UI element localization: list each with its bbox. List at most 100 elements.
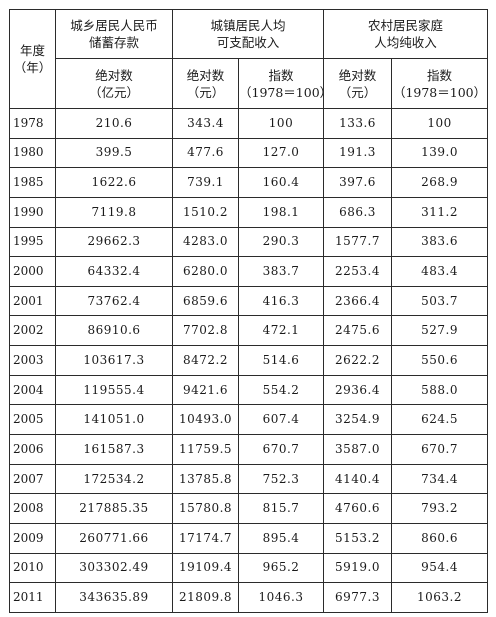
- rural-index-cell: 734.4: [391, 463, 489, 495]
- subheader-line: 指数: [427, 67, 453, 83]
- rural-absolute-cell: 2475.6: [323, 315, 393, 347]
- urban-absolute-cell: 739.1: [172, 167, 239, 198]
- header-urban-income: 城镇居民人均 可支配收入: [171, 9, 325, 59]
- table-row: 2008 217885.35 15780.8 815.7 4760.6 793.2: [9, 493, 489, 524]
- rural-index-cell: 1063.2: [391, 582, 489, 613]
- urban-index-cell: 472.1: [237, 315, 325, 347]
- rural-absolute-cell: 6977.3: [323, 582, 393, 613]
- savings-absolute-cell: 217885.35: [55, 493, 173, 524]
- year-cell: 1978: [9, 108, 56, 139]
- subheader-rural-absolute: 绝对数 （元）: [323, 58, 393, 109]
- subheader-line: 绝对数: [338, 67, 377, 83]
- savings-absolute-cell: 303302.49: [55, 552, 173, 584]
- urban-index-cell: 965.2: [237, 552, 325, 584]
- savings-absolute-cell: 260771.66: [55, 522, 173, 554]
- urban-absolute-cell: 4283.0: [172, 226, 239, 258]
- table-row: 2009 260771.66 17174.7 895.4 5153.2 860.6: [9, 522, 489, 554]
- savings-absolute-cell: 343635.89: [55, 582, 173, 613]
- year-cell: 2003: [9, 345, 56, 376]
- urban-index-cell: 383.7: [237, 256, 325, 287]
- table-row: 1995 29662.3 4283.0 290.3 1577.7 383.6: [9, 226, 489, 258]
- subheader-line: 指数: [268, 67, 294, 83]
- year-cell: 2011: [9, 582, 56, 613]
- subheader-line: （1978＝100）: [392, 84, 487, 100]
- rural-absolute-cell: 1577.7: [323, 226, 393, 258]
- savings-absolute-cell: 86910.6: [55, 315, 173, 347]
- urban-absolute-cell: 11759.5: [172, 434, 239, 465]
- rural-absolute-cell: 133.6: [323, 108, 393, 139]
- subheader-line: （亿元）: [88, 84, 139, 100]
- statistics-table: 年度 （年） 城乡居民人民币 储蓄存款 城镇居民人均 可支配收入 农村居民家庭 …: [9, 9, 489, 613]
- rural-absolute-cell: 2936.4: [323, 374, 393, 406]
- year-cell: 2000: [9, 256, 56, 287]
- savings-absolute-cell: 119555.4: [55, 374, 173, 406]
- urban-index-cell: 514.6: [237, 345, 325, 376]
- savings-absolute-cell: 1622.6: [55, 167, 173, 198]
- urban-absolute-cell: 6280.0: [172, 256, 239, 287]
- header-group-line: 农村居民家庭: [368, 18, 444, 33]
- rural-index-cell: 483.4: [391, 256, 489, 287]
- rural-absolute-cell: 2622.2: [323, 345, 393, 376]
- savings-absolute-cell: 172534.2: [55, 463, 173, 495]
- header-rural-income: 农村居民家庭 人均纯收入: [323, 9, 489, 59]
- table-row: 2003 103617.3 8472.2 514.6 2622.2 550.6: [9, 345, 489, 376]
- rural-index-cell: 383.6: [391, 226, 489, 258]
- year-cell: 2002: [9, 315, 56, 347]
- table-row: 2010 303302.49 19109.4 965.2 5919.0 954.4: [9, 552, 489, 584]
- rural-absolute-cell: 397.6: [323, 167, 393, 198]
- header-year-line: 年度: [19, 43, 45, 58]
- urban-index-cell: 554.2: [237, 374, 325, 406]
- table-body: 1978 210.6 343.4 100 133.6 100 1980 399.5 477.6 1…: [9, 108, 489, 613]
- urban-index-cell: 100: [237, 108, 325, 139]
- rural-absolute-cell: 5919.0: [323, 552, 393, 584]
- rural-index-cell: 860.6: [391, 522, 489, 554]
- urban-index-cell: 815.7: [237, 493, 325, 524]
- year-cell: 2004: [9, 374, 56, 406]
- subheader-rural-index: 指数 （1978＝100）: [391, 58, 489, 109]
- header-savings-deposits: 城乡居民人民币 储蓄存款: [55, 9, 173, 59]
- savings-absolute-cell: 73762.4: [55, 285, 173, 317]
- table-row: 1978 210.6 343.4 100 133.6 100: [9, 108, 489, 139]
- rural-index-cell: 139.0: [391, 137, 489, 169]
- year-cell: 2009: [9, 522, 56, 554]
- table-row: 2006 161587.3 11759.5 670.7 3587.0 670.7: [9, 434, 489, 465]
- savings-absolute-cell: 103617.3: [55, 345, 173, 376]
- urban-absolute-cell: 19109.4: [172, 552, 239, 584]
- header-group-line: 储蓄存款: [88, 35, 139, 50]
- header-group-line: 城镇居民人均: [210, 18, 286, 33]
- rural-index-cell: 100: [391, 108, 489, 139]
- urban-absolute-cell: 9421.6: [172, 374, 239, 406]
- rural-absolute-cell: 2253.4: [323, 256, 393, 287]
- rural-index-cell: 588.0: [391, 374, 489, 406]
- rural-absolute-cell: 4760.6: [323, 493, 393, 524]
- header-group-line: 可支配收入: [216, 35, 280, 50]
- rural-absolute-cell: 4140.4: [323, 463, 393, 495]
- urban-absolute-cell: 17174.7: [172, 522, 239, 554]
- header-year-line: （年）: [13, 60, 52, 75]
- year-cell: 2006: [9, 434, 56, 465]
- subheader-line: 绝对数: [95, 67, 133, 83]
- savings-absolute-cell: 161587.3: [55, 434, 173, 465]
- urban-absolute-cell: 13785.8: [172, 463, 239, 495]
- subheader-line: （元）: [338, 84, 377, 100]
- rural-absolute-cell: 5153.2: [323, 522, 393, 554]
- urban-absolute-cell: 21809.8: [172, 582, 239, 613]
- subheader-urban-absolute: 绝对数 （元）: [172, 58, 239, 109]
- rural-index-cell: 503.7: [391, 285, 489, 317]
- urban-absolute-cell: 1510.2: [172, 196, 239, 228]
- year-cell: 2005: [9, 404, 56, 436]
- urban-index-cell: 895.4: [237, 522, 325, 554]
- savings-absolute-cell: 7119.8: [55, 196, 173, 228]
- subheader-urban-index: 指数 （1978＝100）: [237, 58, 325, 109]
- urban-index-cell: 127.0: [237, 137, 325, 169]
- urban-absolute-cell: 477.6: [172, 137, 239, 169]
- rural-index-cell: 311.2: [391, 196, 489, 228]
- table-row: 2002 86910.6 7702.8 472.1 2475.6 527.9: [9, 315, 489, 347]
- rural-absolute-cell: 3254.9: [323, 404, 393, 436]
- savings-absolute-cell: 399.5: [55, 137, 173, 169]
- urban-absolute-cell: 8472.2: [172, 345, 239, 376]
- subheader-savings-absolute: 绝对数 （亿元）: [55, 58, 173, 109]
- table-row: 2004 119555.4 9421.6 554.2 2936.4 588.0: [9, 374, 489, 406]
- year-cell: 2010: [9, 552, 56, 584]
- table-row: 1990 7119.8 1510.2 198.1 686.3 311.2: [9, 196, 489, 228]
